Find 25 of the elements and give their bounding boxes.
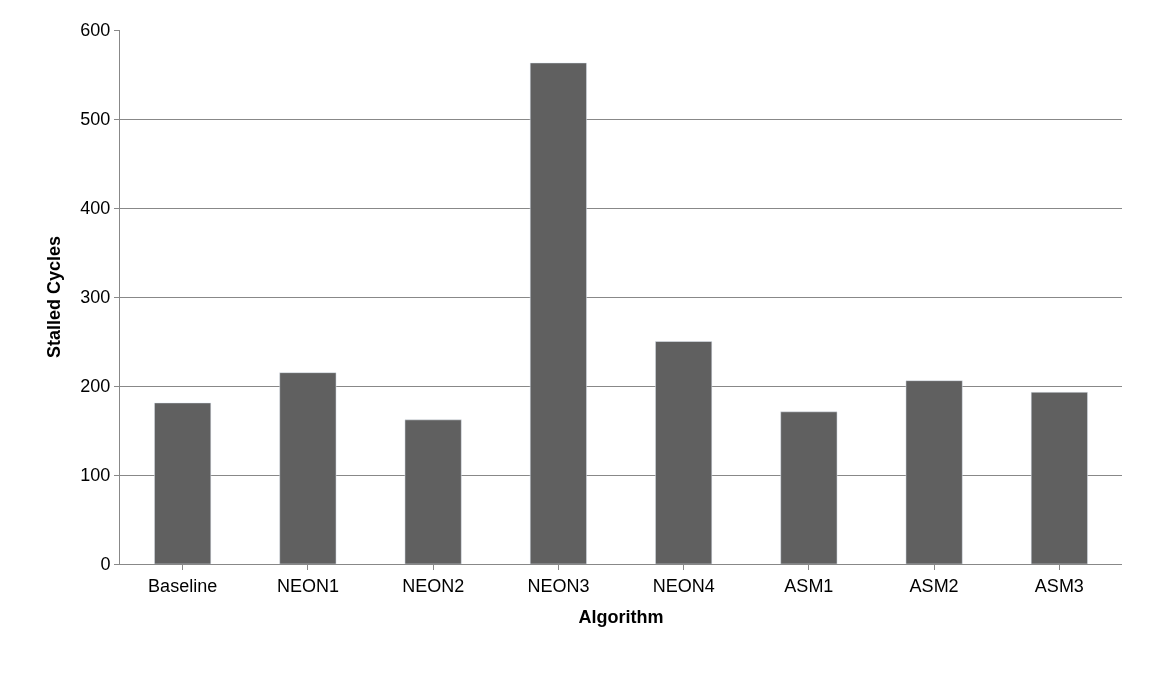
y-tick-label: 500 [80,109,111,130]
x-tick-label: ASM3 [1034,575,1084,596]
x-tick-label: NEON4 [652,575,715,596]
bar [655,341,713,564]
x-tick-label: NEON1 [276,575,339,596]
y-tick-label: 100 [80,465,111,486]
y-tick-label: 600 [80,20,111,41]
bar [529,62,587,564]
y-tick-label: 300 [80,287,111,308]
x-tick-label: Baseline [148,575,218,596]
bar [404,419,462,564]
bar [905,380,963,564]
x-axis-title: Algorithm [578,606,664,627]
y-tick-label: 0 [100,554,111,575]
bar [279,372,337,564]
x-tick-label: ASM1 [784,575,834,596]
bar [1030,391,1088,564]
x-tick-label: ASM2 [909,575,959,596]
y-axis-title: Stalled Cycles [43,235,64,359]
y-tick-label: 400 [80,198,111,219]
y-tick-label: 200 [80,376,111,397]
x-tick-label: NEON3 [527,575,590,596]
x-tick-label: NEON2 [402,575,465,596]
bar [780,411,838,564]
bar [154,402,212,564]
